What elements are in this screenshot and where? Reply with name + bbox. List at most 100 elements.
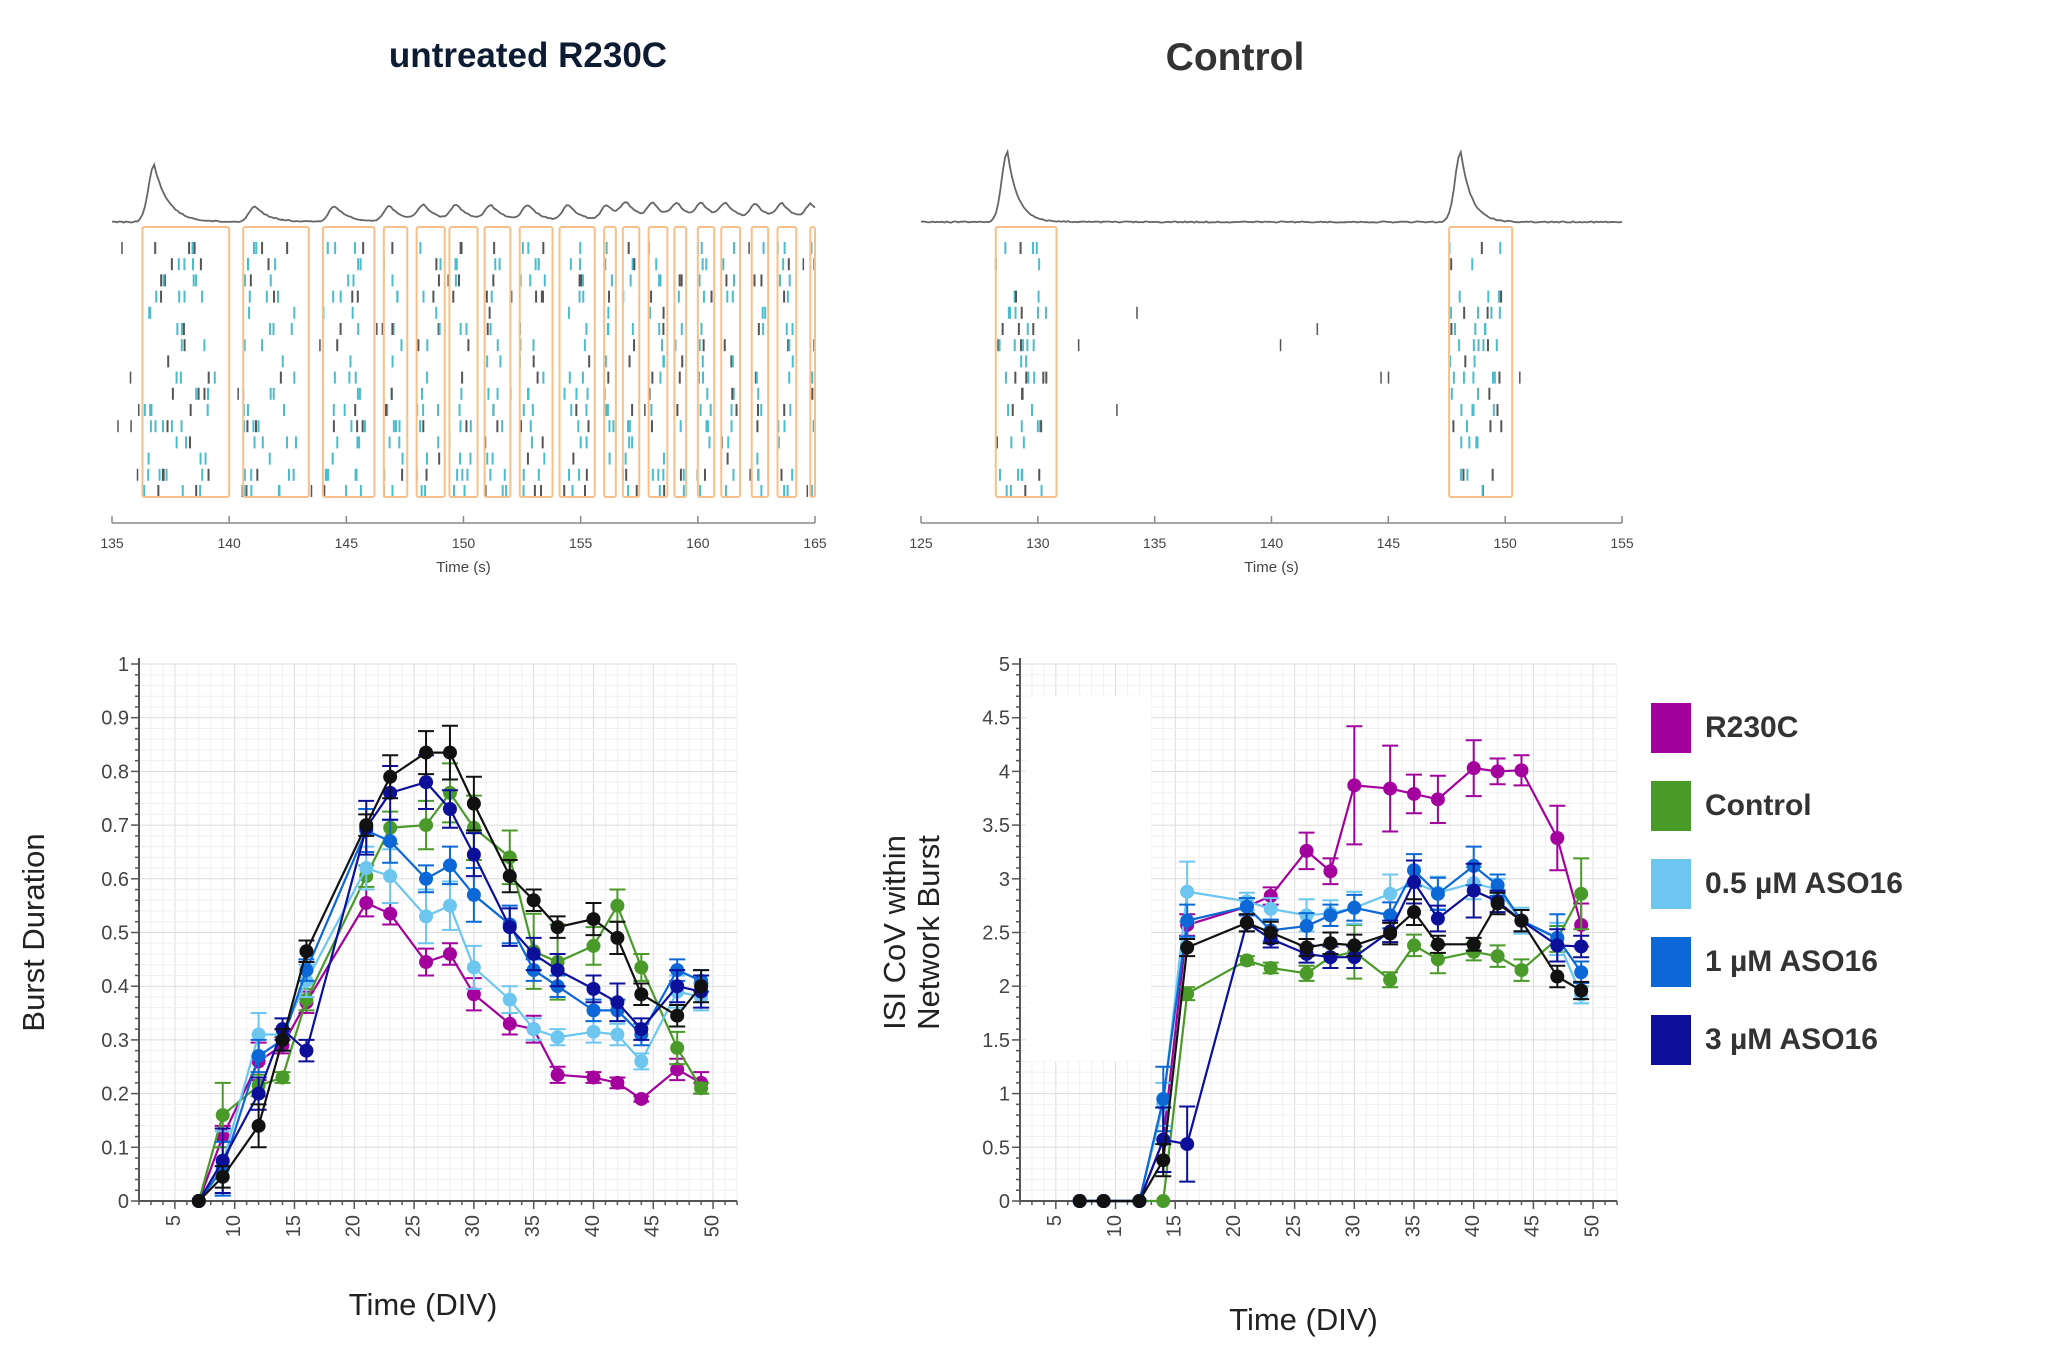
data-point (419, 818, 434, 833)
data-point (526, 946, 541, 961)
data-point (1323, 864, 1338, 879)
data-point (383, 769, 398, 784)
x-tick-label: 50 (701, 1215, 723, 1237)
x-tick-label: 35 (1402, 1215, 1424, 1237)
data-point (526, 1022, 541, 1037)
data-point (586, 938, 601, 953)
data-point (694, 1081, 709, 1096)
x-axis-label: Time (s) (1244, 559, 1298, 576)
y-axis-label: Burst Duration (16, 833, 51, 1031)
data-point (586, 1070, 601, 1085)
series-unlabeled-black (1072, 891, 1590, 1208)
data-point (550, 963, 565, 978)
data-point (526, 893, 541, 908)
x-tick-label: 150 (452, 535, 476, 551)
y-tick-label: 0.4 (101, 976, 129, 998)
legend-label: 3 µM ASO16 (1705, 1023, 1878, 1056)
data-point (1383, 908, 1398, 923)
data-point (550, 920, 565, 935)
data-point (442, 745, 457, 760)
data-point (1550, 938, 1565, 953)
data-point (419, 775, 434, 790)
data-point (1239, 953, 1254, 968)
burst-window (647, 226, 669, 498)
y-tick-label: 2 (999, 976, 1010, 998)
data-point (1263, 888, 1278, 903)
x-tick-label: 5 (163, 1215, 185, 1226)
y-tick-label: 4 (999, 761, 1010, 783)
data-point (1180, 940, 1195, 955)
y-axis-label-line: ISI CoV within (877, 835, 912, 1030)
raster-title-left: untreated R230C (388, 36, 668, 75)
data-point (1514, 963, 1529, 978)
x-tick-label: 165 (803, 535, 827, 551)
data-point (1156, 1194, 1171, 1208)
x-tick-label: 25 (402, 1215, 424, 1237)
data-point (1323, 908, 1338, 923)
data-point (1574, 983, 1589, 998)
data-point (694, 979, 709, 994)
data-point (419, 955, 434, 970)
x-tick-label: 10 (1104, 1215, 1126, 1237)
x-tick-label: 15 (283, 1215, 305, 1237)
data-point (1156, 1091, 1171, 1106)
data-point (466, 987, 481, 1002)
x-tick-label: 45 (1522, 1215, 1544, 1237)
data-point (1466, 883, 1481, 898)
x-tick-label: 130 (1026, 535, 1050, 551)
y-tick-label: 0.5 (982, 1137, 1010, 1159)
legend-label: 0.5 µM ASO16 (1705, 867, 1903, 900)
burst-window (483, 226, 512, 498)
data-point (1383, 926, 1398, 941)
data-point (1263, 960, 1278, 975)
data-point (442, 946, 457, 961)
y-tick-label: 5 (999, 654, 1010, 676)
data-point (251, 1118, 266, 1133)
data-point (299, 944, 314, 959)
data-point (670, 1040, 685, 1055)
data-point (610, 1027, 625, 1042)
data-point (359, 861, 374, 876)
data-point (1466, 937, 1481, 952)
data-point (1490, 949, 1505, 964)
series-3-m-aso16 (191, 754, 710, 1208)
y-tick-label: 1 (999, 1084, 1010, 1106)
data-point (215, 1108, 230, 1123)
legend-swatch (1651, 937, 1691, 987)
data-point (1430, 792, 1445, 807)
x-tick-label: 125 (909, 535, 933, 551)
legend-item-r230c: R230C (1651, 703, 1903, 753)
legend-item-1um-aso16: 1 µM ASO16 (1651, 937, 1903, 987)
data-point (586, 1024, 601, 1039)
data-point (1514, 763, 1529, 778)
data-point (610, 1075, 625, 1090)
population-rate-trace (111, 161, 816, 224)
x-tick-label: 15 (1164, 1215, 1186, 1237)
data-point (1180, 913, 1195, 928)
legend-item-3um-aso16: 3 µM ASO16 (1651, 1015, 1903, 1065)
burst-window (621, 226, 641, 498)
data-point (586, 981, 601, 996)
data-point (1490, 896, 1505, 911)
burst-window (603, 226, 617, 498)
raster-plot-r230c: 135 140 145 150 155 160 165 Time (s) (100, 161, 827, 576)
y-tick-label: 0 (999, 1191, 1010, 1213)
data-point (359, 818, 374, 833)
x-tick-label: 45 (642, 1215, 664, 1237)
data-point (1574, 886, 1589, 901)
burst-window (776, 226, 798, 498)
legend-label: R230C (1705, 711, 1799, 744)
data-point (586, 1003, 601, 1018)
data-point (1096, 1194, 1111, 1208)
data-point (1239, 915, 1254, 930)
data-point (1180, 1137, 1195, 1152)
burst-window (141, 226, 231, 498)
data-point (550, 1030, 565, 1045)
data-point (1550, 830, 1565, 845)
data-point (1323, 936, 1338, 951)
data-point (1347, 900, 1362, 915)
x-tick-label: 155 (569, 535, 593, 551)
data-point (1180, 884, 1195, 899)
data-point (1550, 969, 1565, 984)
